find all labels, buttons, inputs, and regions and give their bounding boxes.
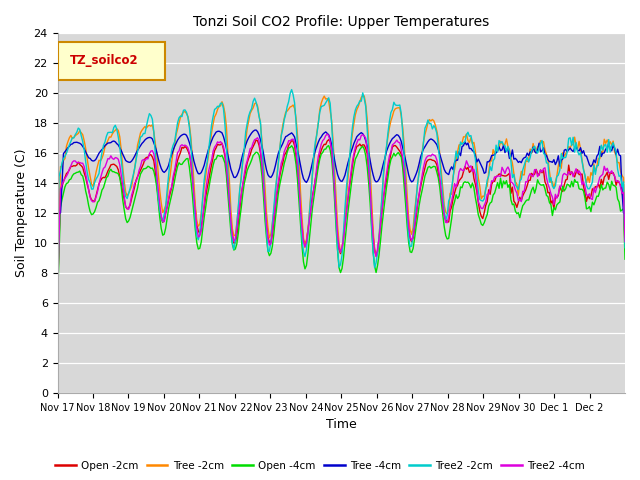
Title: Tonzi Soil CO2 Profile: Upper Temperatures: Tonzi Soil CO2 Profile: Upper Temperatur… — [193, 15, 490, 29]
X-axis label: Time: Time — [326, 419, 356, 432]
Text: TZ_soilco2: TZ_soilco2 — [70, 54, 139, 67]
Legend: Open -2cm, Tree -2cm, Open -4cm, Tree -4cm, Tree2 -2cm, Tree2 -4cm: Open -2cm, Tree -2cm, Open -4cm, Tree -4… — [51, 456, 589, 475]
Y-axis label: Soil Temperature (C): Soil Temperature (C) — [15, 149, 28, 277]
FancyBboxPatch shape — [58, 42, 165, 80]
